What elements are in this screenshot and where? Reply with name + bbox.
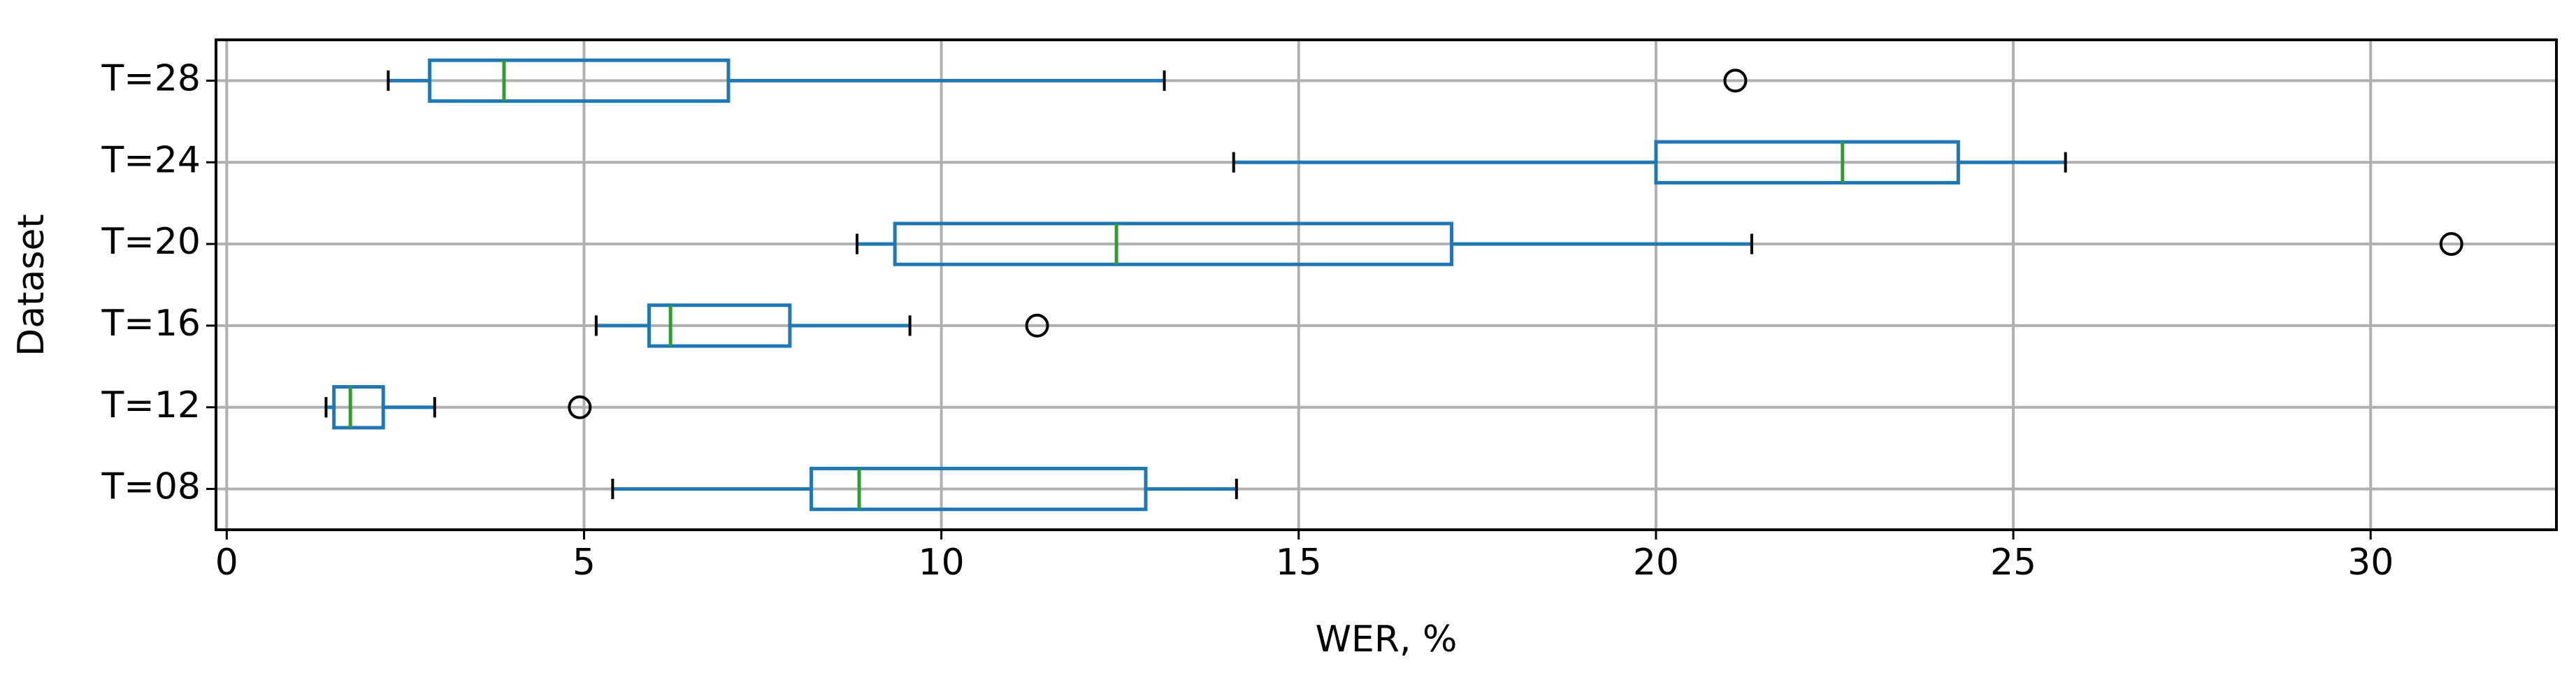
x-tick-label: 30 <box>2347 542 2394 584</box>
box <box>810 466 1148 512</box>
y-axis-label: Dataset <box>10 214 52 356</box>
y-tick-label: T=16 <box>101 303 201 345</box>
box <box>332 385 385 430</box>
x-tick-label: 25 <box>1990 542 2036 584</box>
x-tick-label: 0 <box>215 542 238 584</box>
y-tick-label: T=28 <box>101 57 201 99</box>
outlier <box>2439 232 2463 256</box>
box <box>1654 140 1960 185</box>
y-tick-label: T=12 <box>101 384 201 426</box>
x-tick-label: 10 <box>919 542 965 584</box>
x-axis-label: WER, % <box>1316 619 1458 660</box>
plot-frame <box>215 38 2558 531</box>
x-tick-label: 15 <box>1276 542 1322 584</box>
y-tick-label: T=20 <box>101 221 201 263</box>
outlier <box>568 395 592 419</box>
box <box>647 303 792 348</box>
y-tick-label: T=08 <box>101 466 201 508</box>
box <box>893 222 1454 266</box>
outlier <box>1723 68 1748 93</box>
x-tick-label: 20 <box>1633 542 1679 584</box>
x-tick-label: 5 <box>573 542 596 584</box>
outlier <box>1025 313 1049 338</box>
box <box>428 58 731 103</box>
y-tick-label: T=24 <box>101 139 201 181</box>
